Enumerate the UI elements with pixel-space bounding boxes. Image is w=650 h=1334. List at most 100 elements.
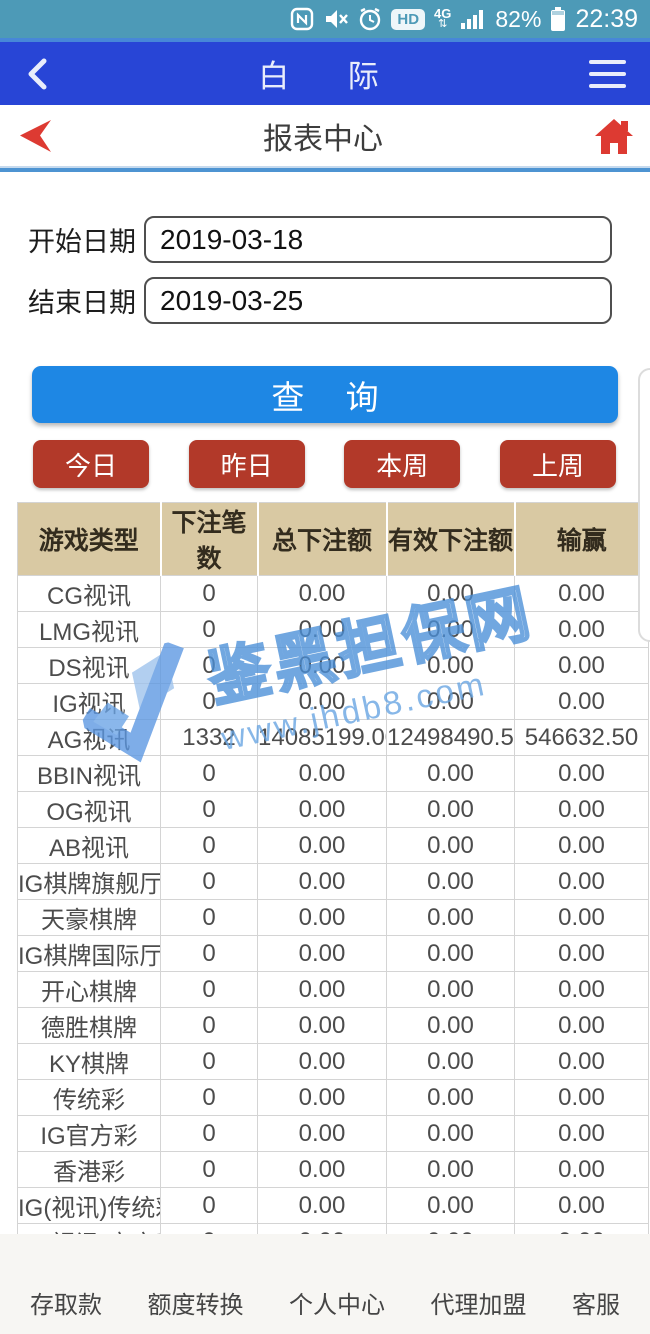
- quick-today-button[interactable]: 今日: [33, 440, 149, 488]
- value-cell: 0: [160, 863, 258, 900]
- footer-item-deposit-withdraw[interactable]: 存取款: [30, 1292, 102, 1319]
- value-cell: 0.00: [514, 575, 649, 612]
- game-type-cell: 天豪棋牌: [17, 899, 161, 936]
- value-cell: 0.00: [386, 683, 515, 720]
- table-row: DS视讯 0 0.00 0.00 0.00: [17, 647, 649, 684]
- value-cell: 0.00: [386, 575, 515, 612]
- column-header: 输赢: [514, 502, 649, 576]
- value-cell: 0.00: [386, 971, 515, 1008]
- table-row: 天豪棋牌 0 0.00 0.00 0.00: [17, 899, 649, 936]
- table-row: IG棋牌旗舰厅 0 0.00 0.00 0.00: [17, 863, 649, 900]
- game-type-cell: IG棋牌旗舰厅: [17, 863, 161, 900]
- end-date-input[interactable]: [144, 277, 612, 324]
- table-row: AG视讯 1332 14085199.00 12498490.50 546632.50: [17, 719, 649, 756]
- mute-icon: [326, 10, 349, 28]
- quick-yesterday-button[interactable]: 昨日: [188, 440, 305, 488]
- column-header: 游戏类型: [17, 502, 162, 576]
- value-cell: 0: [160, 935, 258, 972]
- scrollbar-thumb[interactable]: [638, 368, 650, 642]
- report-table: 游戏类型 下注笔数 总下注额 有效下注额 输赢 CG视讯 0 0.00 0.00 0.00 LMG…: [17, 502, 649, 1260]
- value-cell: 0.00: [514, 647, 649, 684]
- game-type-cell: AG视讯: [17, 719, 161, 756]
- value-cell: 0.00: [257, 791, 387, 828]
- value-cell: 0: [160, 971, 258, 1008]
- value-cell: 0.00: [514, 1115, 649, 1152]
- value-cell: 0.00: [386, 935, 515, 972]
- table-row: 德胜棋牌 0 0.00 0.00 0.00: [17, 1007, 649, 1044]
- game-type-cell: AB视讯: [17, 827, 161, 864]
- table-row: IG棋牌国际厅 0 0.00 0.00 0.00: [17, 935, 649, 972]
- game-type-cell: CG视讯: [17, 575, 161, 612]
- end-date-row: 结束日期: [28, 277, 612, 324]
- game-type-cell: 开心棋牌: [17, 971, 161, 1008]
- value-cell: 0: [160, 899, 258, 936]
- table-row: OG视讯 0 0.00 0.00 0.00: [17, 791, 649, 828]
- game-type-cell: 香港彩: [17, 1151, 161, 1188]
- value-cell: 0.00: [386, 899, 515, 936]
- value-cell: 0: [160, 1115, 258, 1152]
- footer-item-customer-service[interactable]: 客服: [572, 1292, 620, 1319]
- value-cell: 0.00: [514, 611, 649, 648]
- value-cell: 0: [160, 683, 258, 720]
- value-cell: 0: [160, 611, 258, 648]
- quick-last-week-button[interactable]: 上周: [499, 440, 616, 488]
- hd-badge: HD: [391, 8, 426, 30]
- table-row: IG视讯 0 0.00 0.00 0.00: [17, 683, 649, 720]
- menu-hamburger-icon[interactable]: [589, 59, 626, 88]
- value-cell: 0.00: [514, 827, 649, 864]
- end-date-label: 结束日期: [28, 288, 136, 318]
- game-type-cell: IG官方彩: [17, 1115, 161, 1152]
- page-title: 报表中心: [263, 122, 383, 156]
- value-cell: 0: [160, 1079, 258, 1116]
- value-cell: 0.00: [386, 863, 515, 900]
- game-type-cell: LMG视讯: [17, 611, 161, 648]
- value-cell: 0.00: [386, 755, 515, 792]
- value-cell: 0: [160, 647, 258, 684]
- value-cell: 1332: [160, 719, 258, 756]
- back-arrow-icon[interactable]: [14, 118, 54, 154]
- value-cell: 0: [160, 1187, 258, 1224]
- back-chevron-icon[interactable]: [24, 56, 50, 92]
- value-cell: 0.00: [386, 827, 515, 864]
- app-title: 白 际: [258, 59, 381, 94]
- value-cell: 0.00: [514, 1151, 649, 1188]
- value-cell: 0.00: [386, 1007, 515, 1044]
- value-cell: 0.00: [257, 935, 387, 972]
- value-cell: 0: [160, 791, 258, 828]
- footer-nav: 存取款 额度转换 个人中心 代理加盟 客服: [0, 1234, 650, 1334]
- value-cell: 0: [160, 755, 258, 792]
- value-cell: 0: [160, 575, 258, 612]
- query-button[interactable]: 查 询: [32, 366, 618, 423]
- home-icon[interactable]: [592, 116, 636, 156]
- game-type-cell: IG(视讯)传统彩: [17, 1187, 161, 1224]
- battery-percent: 82%: [495, 5, 542, 32]
- status-strip: [0, 38, 650, 42]
- value-cell: 0.00: [386, 647, 515, 684]
- footer-item-agent-join[interactable]: 代理加盟: [430, 1292, 527, 1319]
- start-date-input[interactable]: [144, 216, 612, 263]
- header-divider: [0, 166, 650, 172]
- game-type-cell: OG视讯: [17, 791, 161, 828]
- table-row: 开心棋牌 0 0.00 0.00 0.00: [17, 971, 649, 1008]
- table-row: 香港彩 0 0.00 0.00 0.00: [17, 1151, 649, 1188]
- column-header: 总下注额: [257, 502, 388, 576]
- footer-item-credit-transfer[interactable]: 额度转换: [147, 1292, 244, 1319]
- footer-item-personal-center[interactable]: 个人中心: [289, 1292, 385, 1319]
- value-cell: 0.00: [257, 1151, 387, 1188]
- value-cell: 0.00: [257, 1187, 387, 1224]
- alarm-icon: [360, 7, 381, 31]
- value-cell: 0: [160, 1151, 258, 1188]
- quick-this-week-button[interactable]: 本周: [344, 440, 461, 488]
- game-type-cell: IG视讯: [17, 683, 161, 720]
- report-table-body: CG视讯 0 0.00 0.00 0.00 LMG视讯 0 0.00 0.00 0.00 DS视讯 0…: [17, 575, 649, 1260]
- value-cell: 0.00: [257, 863, 387, 900]
- app-header: 白 际: [0, 42, 650, 105]
- value-cell: 0.00: [386, 1079, 515, 1116]
- table-row: KY棋牌 0 0.00 0.00 0.00: [17, 1043, 649, 1080]
- page-header: 报表中心: [0, 105, 650, 166]
- value-cell: 14085199.00: [257, 719, 387, 756]
- value-cell: 0.00: [514, 935, 649, 972]
